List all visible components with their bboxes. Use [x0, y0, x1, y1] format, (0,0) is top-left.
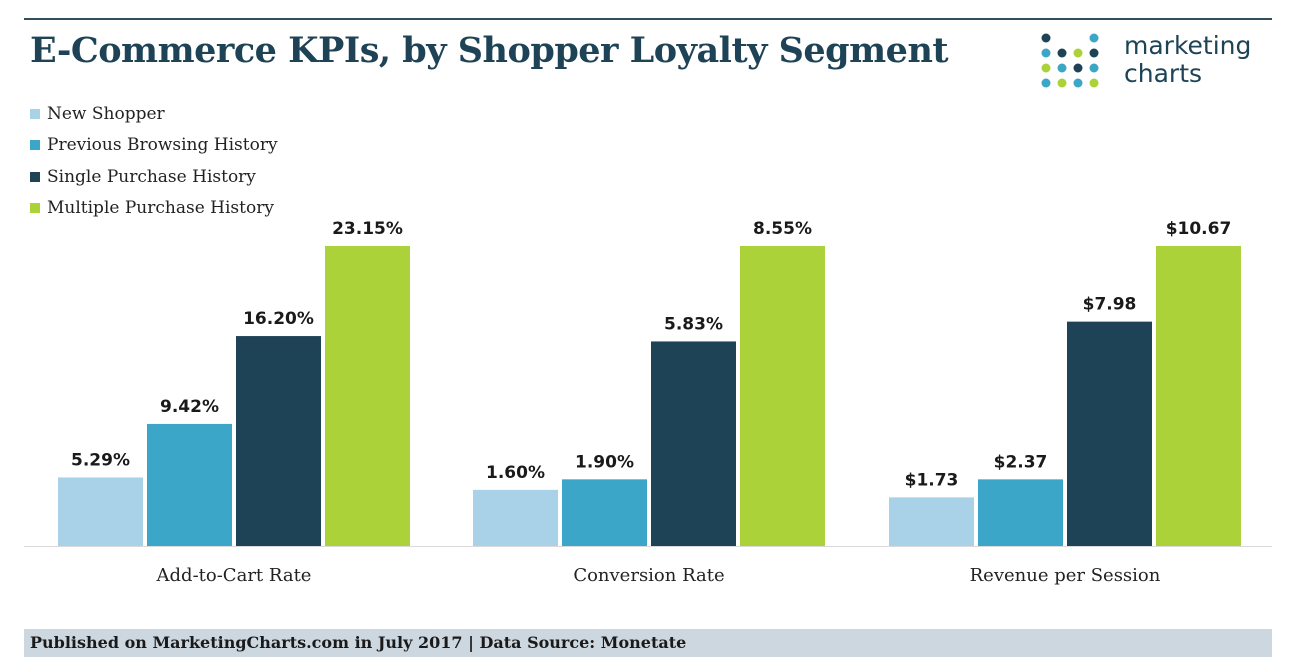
legend-swatch [30, 140, 40, 151]
bar [889, 497, 974, 546]
logo-dot [1057, 48, 1067, 58]
bar [562, 479, 647, 546]
top-rule [24, 18, 1272, 20]
bar [58, 477, 143, 546]
data-label: 16.20% [243, 309, 314, 329]
legend-label: Single Purchase History [47, 166, 256, 187]
category-label: Revenue per Session [970, 565, 1161, 586]
data-label: 5.29% [71, 450, 130, 470]
logo-dot [1057, 78, 1067, 88]
data-label: 1.60% [486, 463, 545, 483]
logo-dot [1073, 48, 1083, 58]
bar [1156, 246, 1241, 546]
legend-label: Previous Browsing History [47, 135, 278, 156]
data-label: 23.15% [332, 219, 403, 239]
bar [473, 489, 558, 546]
legend: New Shopper Previous Browsing History Sing… [30, 98, 350, 224]
legend-label: Multiple Purchase History [47, 198, 274, 219]
data-label: 9.42% [160, 397, 219, 417]
logo-text-line1: marketing [1124, 31, 1252, 60]
bar [978, 479, 1063, 546]
data-label: 5.83% [664, 314, 723, 334]
legend-swatch [30, 203, 40, 214]
bar [325, 246, 410, 546]
legend-label: New Shopper [47, 103, 165, 124]
logo-text-line2: charts [1124, 59, 1203, 88]
data-label: $10.67 [1166, 219, 1232, 239]
legend-item: Previous Browsing History [30, 130, 350, 162]
bar [1067, 321, 1152, 546]
logo-dot [1089, 48, 1099, 58]
logo-dot [1073, 78, 1083, 88]
logo-dot [1041, 78, 1051, 88]
logo-dot [1089, 63, 1099, 73]
logo-dot [1041, 48, 1051, 58]
data-label: 1.90% [575, 452, 634, 472]
category-label: Conversion Rate [573, 565, 724, 586]
logo-dot [1041, 63, 1051, 73]
legend-swatch [30, 171, 40, 182]
logo-dot [1057, 63, 1067, 73]
logo-dot [1041, 33, 1051, 43]
logo-dot [1089, 33, 1099, 43]
legend-swatch [30, 108, 40, 119]
logo-dot [1073, 63, 1083, 73]
data-label: 8.55% [753, 219, 812, 239]
chart-title: E-Commerce KPIs, by Shopper Loyalty Segm… [30, 30, 949, 71]
bar [147, 423, 232, 546]
logo-dots-icon [1041, 33, 1099, 88]
legend-item: Single Purchase History [30, 161, 350, 193]
bar [236, 336, 321, 546]
bar [651, 341, 736, 546]
legend-item: New Shopper [30, 98, 350, 130]
logo-text: marketing charts [1124, 32, 1251, 88]
footer-bar: Published on MarketingCharts.com in July… [24, 629, 1272, 657]
logo-dot [1089, 78, 1099, 88]
legend-item: Multiple Purchase History [30, 193, 350, 225]
data-label: $7.98 [1083, 295, 1137, 315]
footer-text: Published on MarketingCharts.com in July… [30, 633, 687, 652]
data-label: $2.37 [994, 452, 1048, 472]
marketing-charts-logo: marketing charts [1040, 32, 1270, 92]
bar [740, 246, 825, 546]
data-label: $1.73 [905, 470, 959, 490]
category-label: Add-to-Cart Rate [156, 565, 312, 586]
